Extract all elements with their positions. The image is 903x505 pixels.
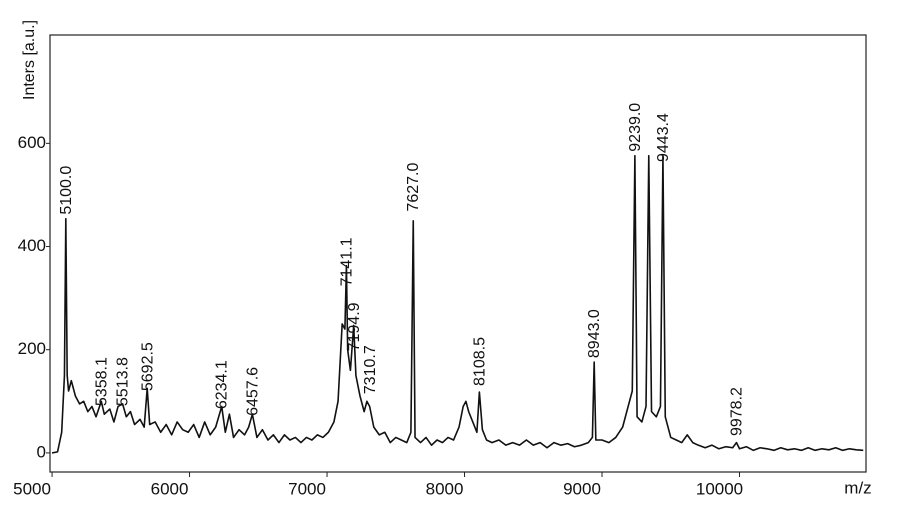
x-axis-label: m/z [844,478,871,497]
peak-label: 6234.1 [214,360,231,409]
x-tick-label: 10000 [696,479,743,498]
x-tick-label: 5000 [13,479,51,498]
peak-label: 5692.5 [139,342,156,391]
peak-label: 9443.4 [655,113,672,162]
peak-label: 7310.7 [362,345,379,394]
spectrum-line [51,154,864,454]
peak-label: 7141.1 [338,237,355,286]
x-tick-label: 8000 [426,479,464,498]
y-tick-label: 200 [18,339,46,358]
peak-label: 7194.9 [346,302,363,351]
x-tick-label: 9000 [563,479,601,498]
x-tick-label: 6000 [151,479,189,498]
x-tick-label: 7000 [288,479,326,498]
y-axis-label: Inters [a.u.] [21,20,38,100]
peak-label: 5100.0 [58,166,75,215]
peak-label: 8108.5 [471,337,488,386]
y-tick-label: 0 [37,442,46,461]
peak-label: 9239.0 [627,103,644,152]
y-tick-label: 600 [18,133,46,152]
peak-label: 5358.1 [93,357,110,406]
peak-label: 5513.8 [115,357,132,406]
peak-label: 8943.0 [586,309,603,358]
y-tick-label: 400 [18,236,46,255]
peak-label: 7627.0 [405,163,422,212]
plot-frame [49,34,867,473]
peak-label: 9978.2 [729,387,746,436]
peak-label: 6457.6 [244,367,261,416]
